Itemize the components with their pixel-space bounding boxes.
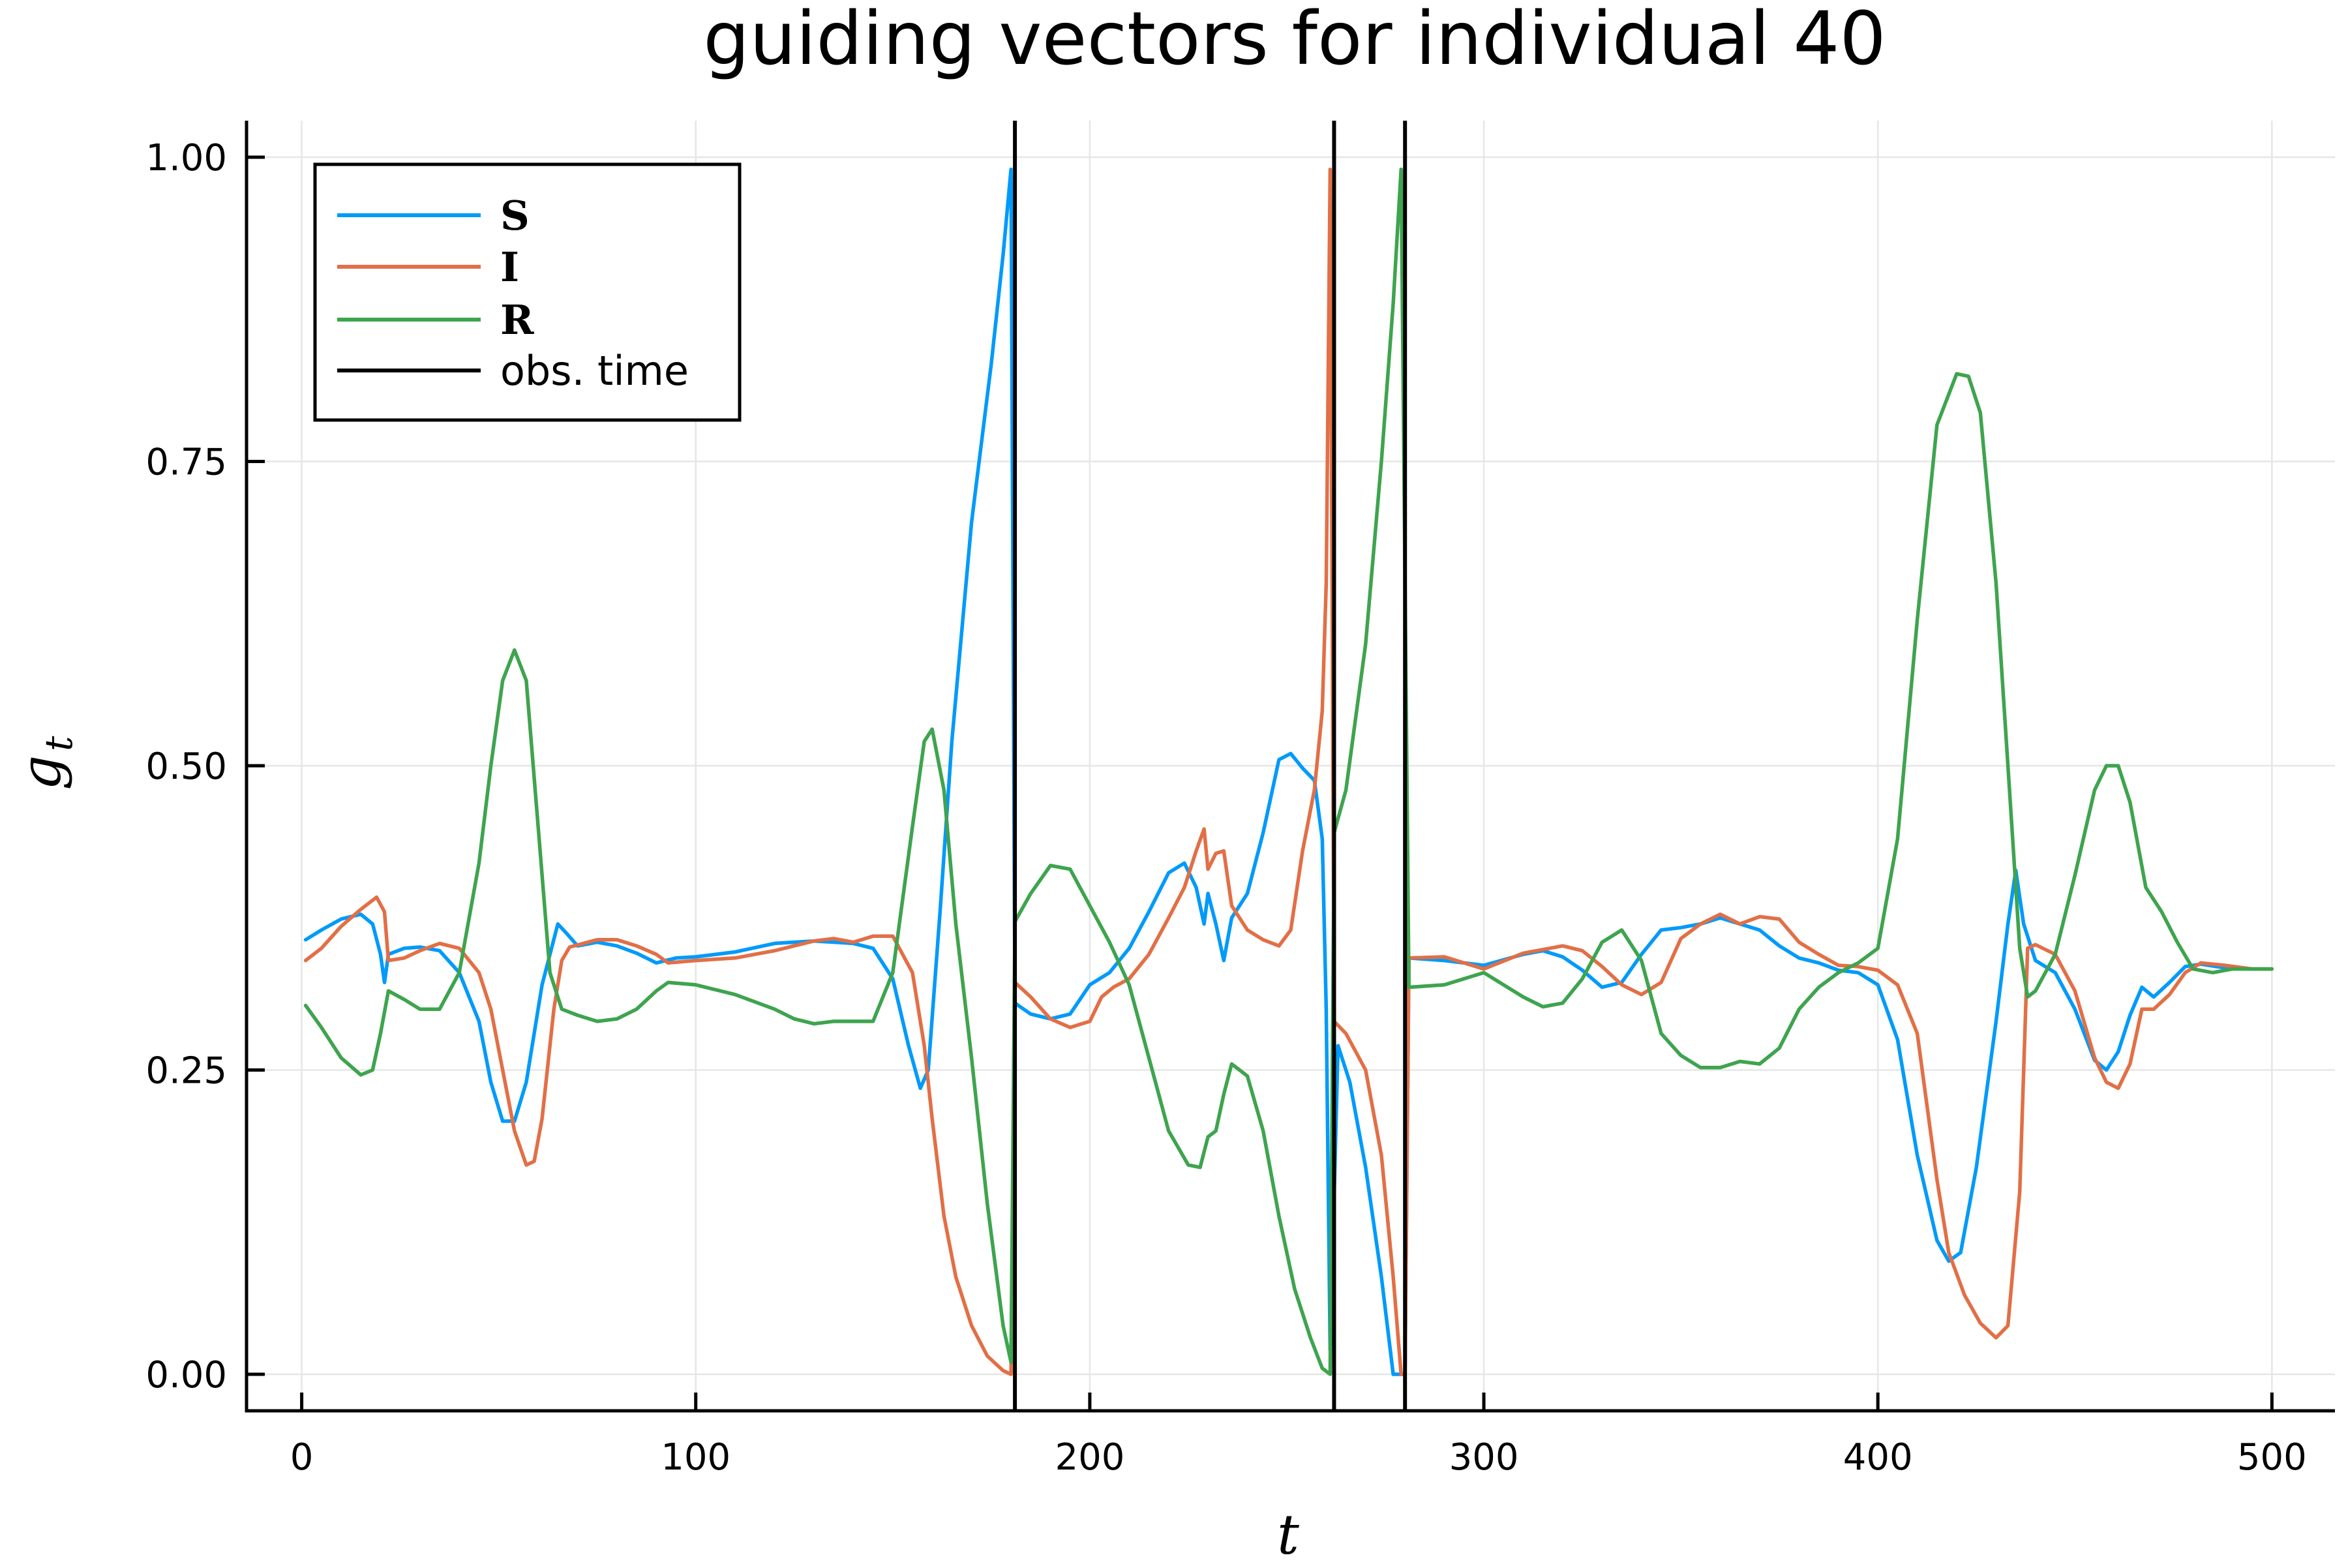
observation-time-lines <box>1013 121 1407 1411</box>
legend: S I R obs. time <box>313 162 742 422</box>
y-tick-label-0.50: 0.50 <box>145 746 227 788</box>
x-tick-label-500: 500 <box>2237 1436 2307 1479</box>
series-line-r <box>303 167 2274 1376</box>
x-tick-label-0: 0 <box>290 1436 314 1479</box>
y-tick-label-0.75: 0.75 <box>145 441 227 483</box>
y-tick-label-1.00: 1.00 <box>145 137 227 179</box>
x-tick-label-100: 100 <box>661 1436 730 1479</box>
series-line-i <box>303 167 2274 1376</box>
series-lines <box>303 167 2274 1376</box>
y-tick-label-0.00: 0.00 <box>145 1354 227 1396</box>
legend-label-r: R <box>500 296 534 344</box>
y-axis-label-subscript: t <box>37 736 81 751</box>
y-axis-label-main: g <box>9 755 73 791</box>
legend-label-s: S <box>500 192 530 239</box>
x-tick-label-200: 200 <box>1055 1436 1124 1479</box>
tick-labels: 0 100 200 300 400 500 0.00 0.25 0.50 0.75 1.00 <box>145 137 2306 1479</box>
y-axis-label: gt <box>9 736 81 791</box>
legend-label-i: I <box>500 243 519 291</box>
legend-box <box>313 162 742 422</box>
y-tick-label-0.25: 0.25 <box>145 1050 227 1093</box>
x-tick-label-300: 300 <box>1449 1436 1519 1479</box>
chart-title: guiding vectors for individual 40 <box>703 0 1886 82</box>
x-axis-label: t <box>1277 1503 1299 1565</box>
grid-lines <box>247 121 2335 1411</box>
x-tick-label-400: 400 <box>1843 1436 1913 1479</box>
svg-text:gt: gt <box>9 736 81 791</box>
legend-label-obs: obs. time <box>500 347 689 395</box>
